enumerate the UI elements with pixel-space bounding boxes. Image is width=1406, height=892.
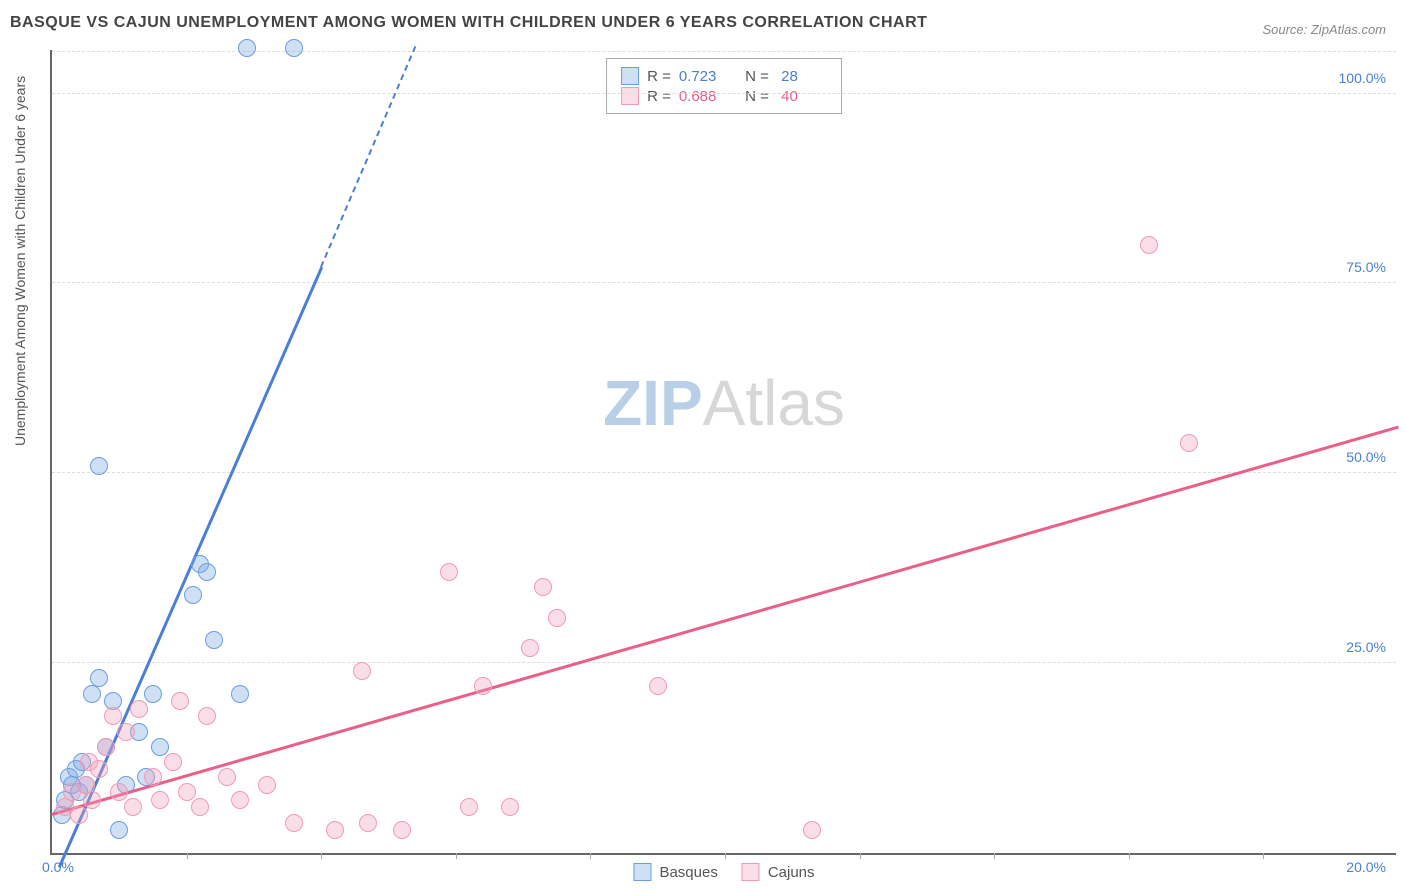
- data-point: [110, 783, 128, 801]
- data-point: [1180, 434, 1198, 452]
- data-point: [104, 707, 122, 725]
- scatter-chart: ZIPAtlas R =0.723 N = 28R =0.688 N = 40 …: [50, 50, 1396, 855]
- legend-label: Cajuns: [768, 864, 815, 881]
- data-point: [548, 609, 566, 627]
- data-point: [198, 563, 216, 581]
- y-axis-tick-label: 75.0%: [1346, 259, 1386, 275]
- data-point: [83, 791, 101, 809]
- data-point: [144, 685, 162, 703]
- x-axis-tick-mark: [1263, 853, 1264, 859]
- x-axis-tick-mark: [321, 853, 322, 859]
- stats-n-label: N =: [737, 88, 769, 105]
- legend-item: Cajuns: [742, 863, 815, 881]
- data-point: [521, 639, 539, 657]
- data-point: [460, 798, 478, 816]
- data-point: [151, 791, 169, 809]
- y-axis-label: Unemployment Among Women with Children U…: [12, 76, 28, 446]
- data-point: [178, 783, 196, 801]
- data-point: [501, 798, 519, 816]
- gridline-horizontal: [52, 472, 1396, 473]
- stats-n-value: 28: [777, 68, 827, 85]
- trend-line-dashed: [320, 47, 416, 268]
- trend-line: [52, 425, 1399, 815]
- data-point: [231, 791, 249, 809]
- data-point: [1140, 236, 1158, 254]
- legend-swatch: [742, 863, 760, 881]
- y-axis-tick-label: 25.0%: [1346, 639, 1386, 655]
- legend-item: Basques: [633, 863, 717, 881]
- data-point: [258, 776, 276, 794]
- legend-swatch: [633, 863, 651, 881]
- data-point: [124, 798, 142, 816]
- stats-r-label: R =: [647, 88, 671, 105]
- series-legend: Basques Cajuns: [633, 863, 814, 881]
- data-point: [90, 760, 108, 778]
- stats-r-value: 0.723: [679, 68, 729, 85]
- x-axis-tick-mark: [725, 853, 726, 859]
- data-point: [164, 753, 182, 771]
- data-point: [218, 768, 236, 786]
- data-point: [110, 821, 128, 839]
- stats-n-label: N =: [737, 68, 769, 85]
- data-point: [70, 806, 88, 824]
- data-point: [97, 738, 115, 756]
- data-point: [326, 821, 344, 839]
- data-point: [171, 692, 189, 710]
- data-point: [353, 662, 371, 680]
- y-axis-tick-label: 50.0%: [1346, 449, 1386, 465]
- stats-r-label: R =: [647, 68, 671, 85]
- x-axis-tick-mark: [590, 853, 591, 859]
- stats-row: R = 0.688 N = 40: [621, 87, 827, 105]
- source-attribution: Source: ZipAtlas.com: [1262, 22, 1386, 37]
- x-axis-end-tick: 20.0%: [1346, 859, 1386, 875]
- data-point: [130, 700, 148, 718]
- data-point: [205, 631, 223, 649]
- data-point: [238, 39, 256, 57]
- stats-n-value: 40: [777, 88, 827, 105]
- gridline-horizontal: [52, 662, 1396, 663]
- data-point: [231, 685, 249, 703]
- stats-row: R = 0.723 N = 28: [621, 67, 827, 85]
- watermark: ZIPAtlas: [603, 366, 845, 440]
- x-axis-tick-mark: [456, 853, 457, 859]
- data-point: [285, 814, 303, 832]
- data-point: [359, 814, 377, 832]
- gridline-horizontal: [52, 93, 1396, 94]
- data-point: [90, 457, 108, 475]
- data-point: [90, 669, 108, 687]
- data-point: [117, 723, 135, 741]
- x-axis-tick-mark: [860, 853, 861, 859]
- data-point: [803, 821, 821, 839]
- legend-swatch: [621, 67, 639, 85]
- legend-swatch: [621, 87, 639, 105]
- stats-r-value: 0.688: [679, 88, 729, 105]
- data-point: [534, 578, 552, 596]
- chart-title: BASQUE VS CAJUN UNEMPLOYMENT AMONG WOMEN…: [10, 14, 927, 32]
- legend-label: Basques: [659, 864, 717, 881]
- y-axis-tick-label: 100.0%: [1339, 70, 1386, 86]
- x-axis-tick-mark: [1129, 853, 1130, 859]
- data-point: [184, 586, 202, 604]
- data-point: [285, 39, 303, 57]
- data-point: [191, 798, 209, 816]
- data-point: [440, 563, 458, 581]
- watermark-zip: ZIP: [603, 367, 703, 439]
- data-point: [649, 677, 667, 695]
- data-point: [393, 821, 411, 839]
- x-axis-tick-mark: [187, 853, 188, 859]
- correlation-stats-box: R = 0.723 N = 28 R = 0.688 N = 40: [606, 58, 842, 114]
- watermark-atlas: Atlas: [703, 367, 845, 439]
- data-point: [198, 707, 216, 725]
- data-point: [151, 738, 169, 756]
- x-axis-tick-mark: [994, 853, 995, 859]
- gridline-horizontal: [52, 282, 1396, 283]
- data-point: [474, 677, 492, 695]
- data-point: [144, 768, 162, 786]
